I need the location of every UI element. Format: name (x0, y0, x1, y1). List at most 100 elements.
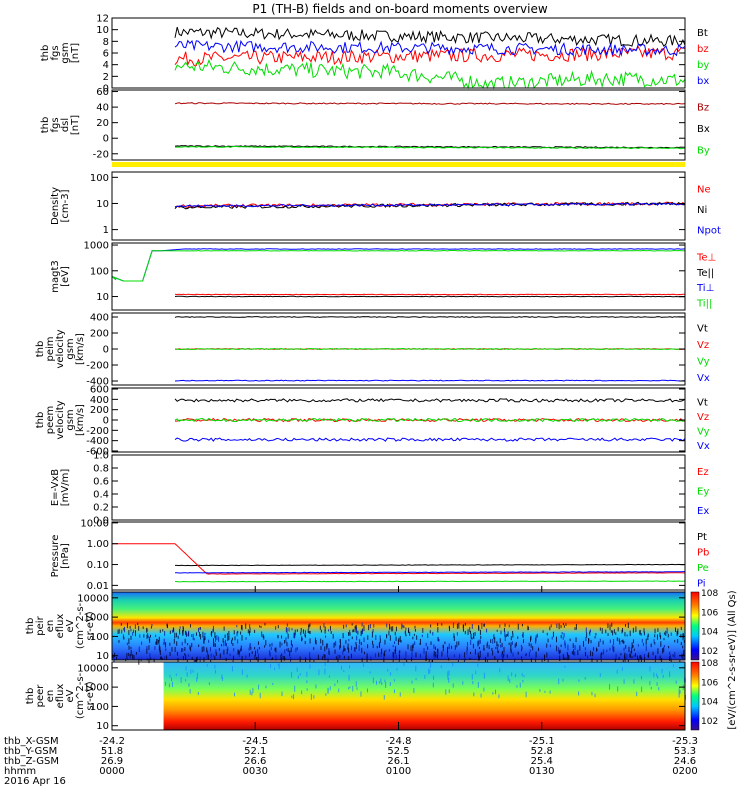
spectrogram-speckle (185, 679, 187, 682)
series-line-temp-2 (111, 248, 686, 282)
spectrogram-speckle (527, 625, 529, 631)
spectrogram-speckle (497, 644, 499, 647)
spectrogram-speckle (169, 630, 171, 634)
colorbar-scale (690, 661, 700, 731)
panel-frame (111, 521, 686, 591)
spectrogram-speckle (147, 632, 149, 638)
spectrogram-speckle (215, 636, 217, 642)
spectrogram-speckle (474, 649, 476, 655)
spectrogram-speckle (506, 654, 508, 658)
spectrogram-speckle (389, 623, 391, 630)
y-tick-label: -400 (86, 377, 109, 388)
spectrogram-speckle (401, 623, 403, 630)
spectrogram-speckle (470, 630, 472, 634)
spectrogram-speckle (412, 644, 414, 649)
spectrogram-speckle (258, 684, 260, 690)
spectrogram-speckle (624, 631, 626, 637)
spectrogram-speckle (590, 650, 592, 657)
spectrogram-speckle (185, 666, 187, 671)
spectrogram-speckle (133, 655, 135, 660)
spectrogram-speckle (187, 643, 189, 646)
x-tick-label: 26.9 (101, 756, 123, 767)
spectrogram-speckle (334, 642, 336, 645)
spectrogram-speckle (333, 643, 335, 648)
spectrogram-speckle (612, 630, 614, 636)
spectrogram-speckle (621, 629, 623, 634)
spectrogram-speckle (632, 639, 634, 644)
spectrogram-speckle (288, 627, 290, 632)
spectrogram-speckle (355, 643, 357, 650)
spectrogram-speckle (507, 675, 509, 681)
spectrogram-speckle (412, 646, 414, 652)
spectrogram-speckle (188, 630, 190, 637)
spectrogram-speckle (238, 650, 240, 654)
spectrogram-speckle (169, 652, 171, 657)
series-line-temp-1 (174, 295, 686, 298)
y-axis-label-line: [cm-3] (60, 189, 71, 222)
legend-Vt: Vt (697, 397, 708, 408)
spectrogram-speckle (291, 671, 293, 678)
spectrogram-speckle (356, 687, 358, 690)
spectrogram-speckle (477, 663, 479, 667)
spectrogram-speckle (414, 629, 416, 632)
y-tick-label: 100 (90, 632, 109, 643)
spectrogram-speckle (257, 641, 259, 645)
series-line-pressure-0 (175, 563, 686, 567)
spectrogram-speckle (512, 652, 514, 657)
spectrogram-speckle (559, 650, 561, 655)
spectrogram-speckle (324, 646, 326, 652)
spectrogram-speckle (169, 674, 171, 678)
spectrogram-speckle (372, 629, 374, 633)
spectrogram-speckle (184, 653, 186, 656)
spectrogram-speckle (680, 634, 682, 638)
spectrogram-speckle (206, 663, 208, 667)
spectrogram-speckle (636, 691, 638, 697)
spectrogram-speckle (379, 638, 381, 643)
spectrogram-speckle (585, 627, 587, 633)
spectrogram-speckle (500, 644, 502, 648)
y-tick-label: 20 (96, 118, 109, 129)
spectrogram-speckle (667, 633, 669, 638)
colorbar-peir: 102 104 106 108 (690, 589, 718, 661)
spectrogram-speckle (619, 640, 621, 645)
spectrogram-speckle (227, 646, 229, 651)
spectrogram-speckle (128, 638, 130, 645)
spectrogram-speckle (313, 647, 315, 650)
spectrogram-speckle (318, 669, 320, 676)
spectrogram-speckle (151, 623, 153, 627)
spectrogram-speckle (275, 625, 277, 630)
spectrogram-speckle (650, 643, 652, 648)
spectrogram-speckle (463, 629, 465, 632)
spectrogram-speckle (304, 633, 306, 637)
spectrogram-speckle (601, 627, 603, 634)
spectrogram-speckle (483, 645, 485, 651)
spectrogram-speckle (203, 638, 205, 644)
spectrogram-speckle (495, 646, 497, 650)
y-tick-label: 1000 (84, 613, 109, 624)
x-tick-label: -24.2 (99, 736, 125, 747)
x-tick-label: -24.8 (386, 736, 412, 747)
spectrogram-speckle (405, 627, 407, 630)
spectrogram-speckle (236, 631, 238, 637)
spectrogram-speckle (286, 628, 288, 634)
spectrogram-speckle (304, 640, 306, 645)
spectrogram-speckle (184, 638, 186, 644)
spectrogram-speckle (324, 629, 326, 634)
legend-Ne: Ne (697, 184, 711, 195)
y-axis-label: thbpeerenefluxeV(cm^2-s-sr-eV) (25, 672, 96, 719)
spectrogram-speckle (590, 629, 592, 633)
spectrogram-speckle (150, 626, 152, 629)
spectrogram-speckle (466, 650, 468, 655)
spectrogram-speckle (306, 671, 308, 677)
spectrogram-speckle (679, 659, 681, 662)
spectrogram-speckle (325, 693, 327, 696)
spectrogram-speckle (327, 688, 329, 694)
y-tick-label: -200 (86, 426, 109, 437)
spectrogram-speckle (550, 624, 552, 628)
spectrogram-speckle (167, 624, 169, 629)
spectrogram-speckle (475, 670, 477, 675)
x-tick-label: -25.3 (672, 736, 698, 747)
y-tick-label: 200 (90, 405, 109, 416)
y-tick-label: 400 (90, 395, 109, 406)
spectrogram-speckle (314, 637, 316, 644)
